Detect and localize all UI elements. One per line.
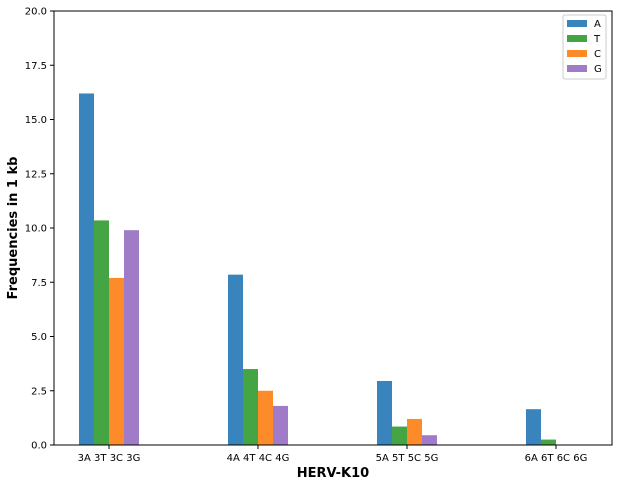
y-tick-label: 20.0 xyxy=(25,7,47,18)
y-tick-label: 5.0 xyxy=(31,332,47,343)
bar-A-2 xyxy=(377,380,392,445)
y-tick-label: 10.0 xyxy=(25,224,47,235)
bar-T-1 xyxy=(243,369,258,445)
bar-G-1 xyxy=(273,405,288,445)
y-axis: 0.0 2.5 5.0 7.5 10.0 12.5 15.0 17.5 20.0 xyxy=(25,7,54,452)
x-tick-label: 6A 6T 6C 6G xyxy=(525,453,588,464)
legend-swatch-T xyxy=(567,35,587,42)
x-axis-title: HERV-K10 xyxy=(297,466,369,481)
bar-A-1 xyxy=(228,274,243,445)
bar-T-0 xyxy=(94,220,109,445)
bar-G-2 xyxy=(422,435,437,445)
legend-label-A: A xyxy=(594,19,601,30)
x-tick-label: 4A 4T 4C 4G xyxy=(227,453,290,464)
y-tick-label: 7.5 xyxy=(31,278,47,289)
bar-C-2 xyxy=(407,418,422,445)
bar-T-3 xyxy=(541,439,556,445)
bar-C-1 xyxy=(258,390,273,445)
bar-T-2 xyxy=(392,426,407,445)
y-tick-label: 15.0 xyxy=(25,115,47,126)
y-axis-title: Frequencies in 1 kb xyxy=(6,157,21,300)
legend-label-G: G xyxy=(594,64,602,75)
legend-box xyxy=(562,14,607,80)
legend-label-T: T xyxy=(593,34,601,45)
x-tick-label: 3A 3T 3C 3G xyxy=(78,453,141,464)
legend-swatch-G xyxy=(567,65,587,72)
bar-A-3 xyxy=(526,409,541,445)
y-tick-label: 0.0 xyxy=(31,441,47,452)
bar-A-0 xyxy=(79,93,94,446)
bar-G-0 xyxy=(124,230,139,445)
y-tick-label: 12.5 xyxy=(25,169,47,180)
y-tick-label: 2.5 xyxy=(31,386,47,397)
plot-frame xyxy=(53,10,613,446)
y-tick-label: 17.5 xyxy=(25,61,47,72)
legend-swatch-C xyxy=(567,50,587,57)
x-tick-label: 5A 5T 5C 5G xyxy=(376,453,439,464)
bar-C-0 xyxy=(109,277,124,445)
x-axis: 3A 3T 3C 3G 4A 4T 4C 4G 5A 5T 5C 5G 6A 6T 6… xyxy=(78,445,588,464)
legend-swatch-A xyxy=(567,20,587,27)
bars-group xyxy=(79,93,556,446)
legend-label-C: C xyxy=(594,49,601,60)
